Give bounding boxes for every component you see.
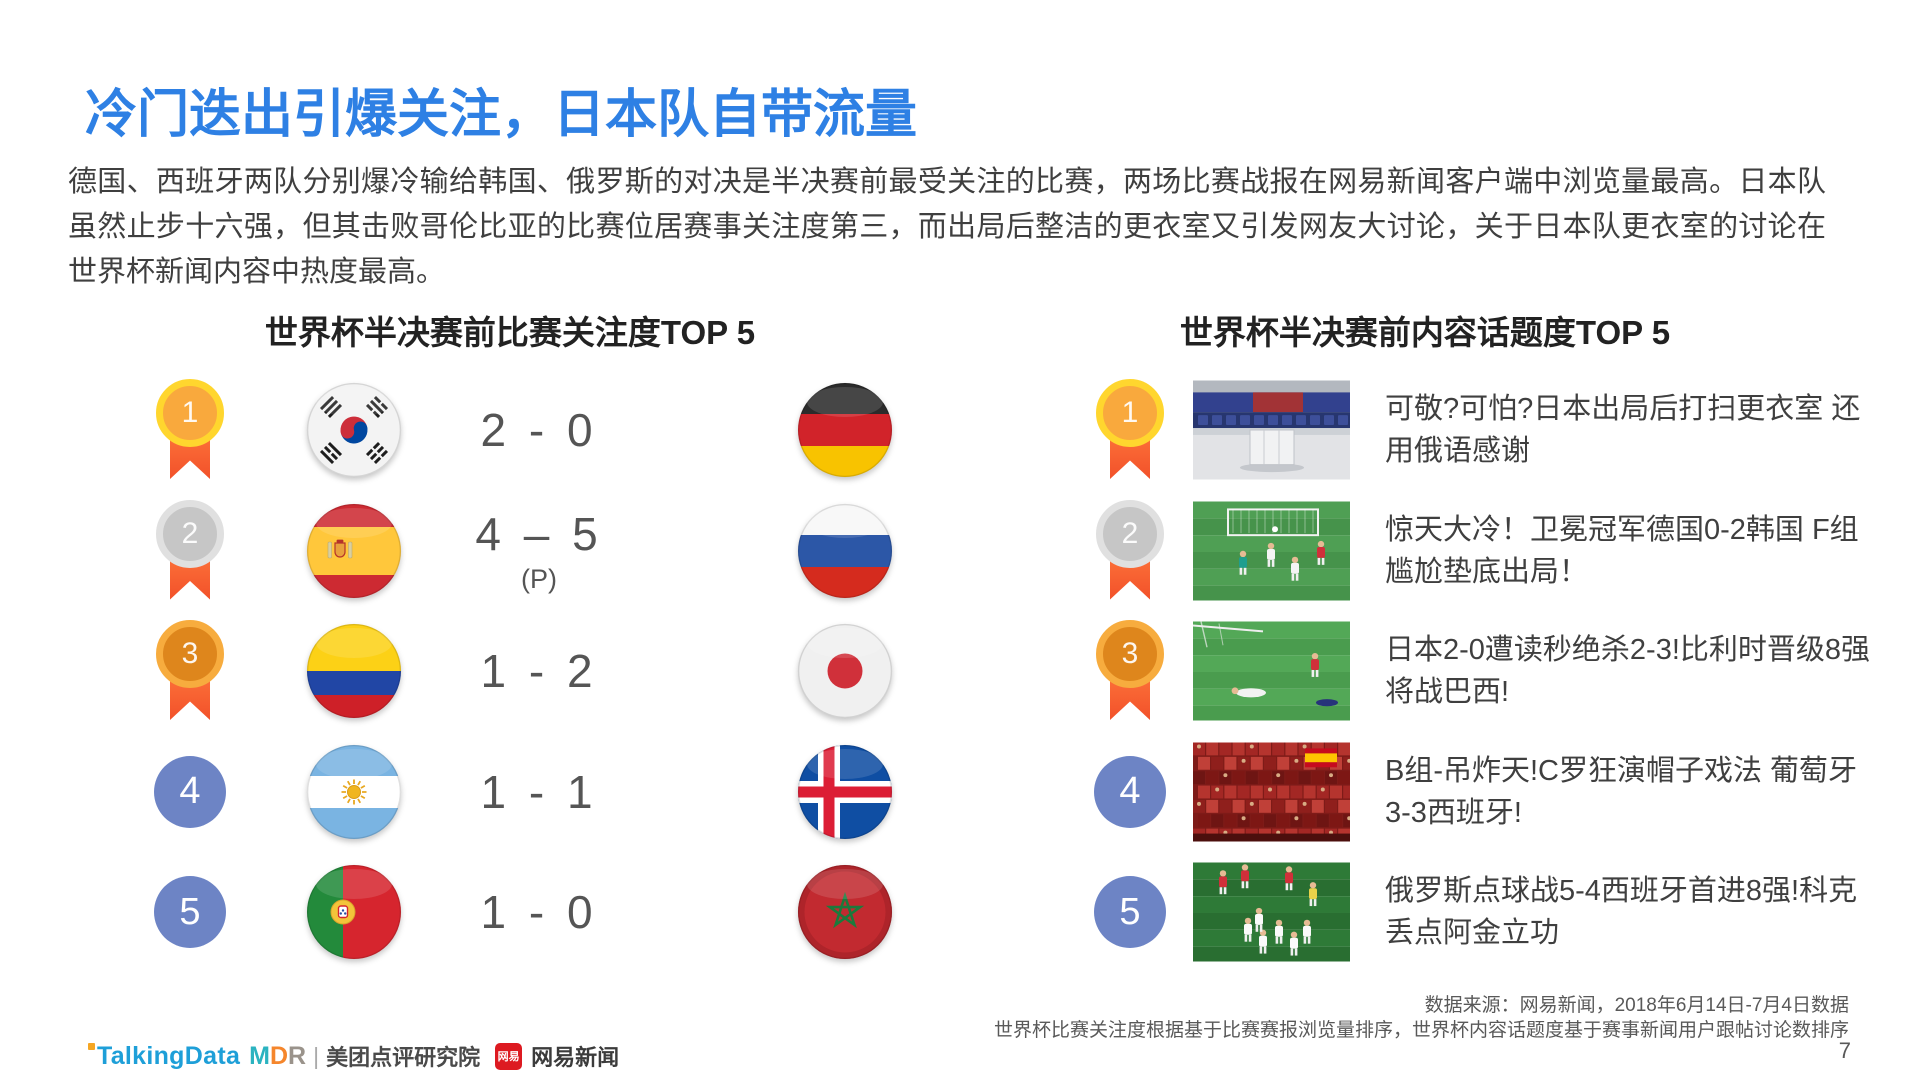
rank-badge: 5: [1094, 876, 1166, 948]
match-score: 1 - 0: [480, 886, 598, 938]
flag-iceland-icon: [797, 744, 893, 840]
match-score: 2 - 0: [480, 404, 598, 456]
page-title: 冷门迭出引爆关注，日本队自带流量: [85, 86, 918, 144]
netease-badge-icon: 网易: [495, 1042, 523, 1070]
news-photo-germany-korea-match: [1193, 501, 1350, 600]
medal-number: 2: [1096, 499, 1164, 568]
rank-badge: 5: [154, 876, 226, 948]
news-photo-japan-belgium-match: [1193, 621, 1350, 721]
data-source-line1: 数据来源：网易新闻，2018年6月14日-7月4日数据: [1424, 995, 1849, 1016]
intro-paragraph: 德国、西班牙两队分别爆冷输给韩国、俄罗斯的对决是半决赛前最受关注的比赛，两场比赛…: [68, 166, 1826, 288]
rank-badge: 2: [1095, 499, 1165, 602]
data-source-line2: 世界杯比赛关注度根据基于比赛赛报浏览量排序，世界杯内容话题度基于赛事新闻用户跟帖…: [993, 1020, 1849, 1041]
flag-spain-icon: [306, 503, 402, 599]
medal-rank-2-icon: 2: [155, 499, 225, 602]
medal-number: 3: [1096, 620, 1164, 688]
match-row: 5 1 - 0: [0, 852, 1921, 973]
news-row: 1 可敬?可怕?日本出局后打扫更衣室 还用俄语感谢: [0, 370, 1921, 491]
match-row: 3 1 - 2: [0, 611, 1921, 732]
left-section-title: 世界杯半决赛前比赛关注度TOP 5: [264, 314, 756, 351]
news-row: 2 惊天大冷！卫冕冠军德国0-2韩国 F组尴尬垫底出局！: [0, 490, 1921, 611]
news-title: B组-吊炸天!C罗狂演帽子戏法 葡萄牙3-3西班牙!: [1385, 754, 1858, 829]
rank-badge: 1: [1095, 379, 1165, 481]
talkingdata-logo-text: TalkingData: [97, 1041, 241, 1070]
match-score: 1 - 2: [480, 645, 598, 697]
medal-number: 2: [156, 499, 224, 568]
meituan-research-logo: 美团点评研究院: [326, 1045, 481, 1070]
mdr-letter: R: [288, 1041, 307, 1070]
page-number: 7: [1838, 1038, 1851, 1063]
rank-badge: 1: [155, 379, 225, 481]
mdr-letter: M: [249, 1041, 270, 1070]
rank-badge: 4: [1094, 755, 1166, 828]
medal-number: 1: [1096, 379, 1164, 447]
flag-south-korea-icon: [306, 382, 402, 478]
news-title: 日本2-0遭读秒绝杀2-3!比利时晋级8强将战巴西!: [1385, 634, 1871, 708]
rank-circle: 4: [1094, 755, 1166, 828]
rank-circle: 5: [1094, 876, 1166, 948]
medal-rank-3-icon: 3: [155, 620, 225, 722]
rank-badge: 3: [1095, 620, 1165, 722]
news-title: 俄罗斯点球战5-4西班牙首进8强!科克丢点阿金立功: [1385, 875, 1858, 949]
medal-number: 3: [156, 620, 224, 688]
flag-russia-icon: [797, 503, 893, 599]
news-row: 4 B组-吊炸天!C罗狂演帽子戏法 葡萄牙3-3西班牙!: [0, 731, 1921, 852]
right-section-title: 世界杯半决赛前内容话题度TOP 5: [1179, 314, 1671, 351]
logo-separator: |: [313, 1042, 320, 1069]
medal-rank-2-icon: 2: [1095, 499, 1165, 602]
mdr-letter: D: [269, 1041, 289, 1070]
match-score: 4 – 5 (P): [475, 507, 603, 594]
talkingdata-tick-icon: [88, 1042, 95, 1050]
news-photo-spain-fans-crowd: [1193, 742, 1350, 841]
match-row: 4 1 - 1: [0, 731, 1921, 852]
flag-japan-icon: [797, 623, 893, 719]
news-title: 可敬?可怕?日本出局后打扫更衣室 还用俄语感谢: [1385, 393, 1861, 467]
netease-news-logo: 网易新闻: [531, 1045, 620, 1070]
news-row: 5 俄罗斯点球战5-4西班牙首进8强!科克丢点阿金立功: [0, 852, 1921, 973]
flag-morocco-icon: [797, 864, 893, 960]
match-score: 1 - 1: [480, 765, 598, 818]
footer-logos: TalkingData MDR | 美团点评研究院 网易 网易新闻: [88, 1040, 619, 1072]
news-title: 惊天大冷！卫冕冠军德国0-2韩国 F组尴尬垫底出局！: [1385, 513, 1859, 588]
flag-colombia-icon: [306, 623, 402, 719]
news-photo-japan-locker-room: [1193, 380, 1350, 480]
talkingdata-logo: TalkingData: [88, 1042, 240, 1071]
rank-circle: 4: [154, 755, 226, 828]
flag-argentina-icon: [306, 744, 402, 840]
rank-badge: 4: [154, 755, 226, 828]
flag-germany-icon: [797, 382, 893, 478]
match-row: 2 4 – 5 (P): [0, 490, 1921, 611]
match-row: 1 2 - 0: [0, 370, 1921, 491]
rank-badge: 3: [155, 620, 225, 722]
news-row: 3 日本2-0遭读秒绝杀2-3!比利时晋级8强将战巴西!: [0, 611, 1921, 732]
mdr-logo: MDR: [249, 1042, 306, 1071]
rank-circle: 5: [154, 876, 226, 948]
flag-portugal-icon: [306, 864, 402, 960]
news-photo-russia-celebration: [1193, 862, 1350, 962]
medal-number: 1: [156, 379, 224, 447]
medal-rank-1-icon: 1: [1095, 379, 1165, 481]
medal-rank-3-icon: 3: [1095, 620, 1165, 722]
rank-badge: 2: [155, 499, 225, 602]
medal-rank-1-icon: 1: [155, 379, 225, 481]
